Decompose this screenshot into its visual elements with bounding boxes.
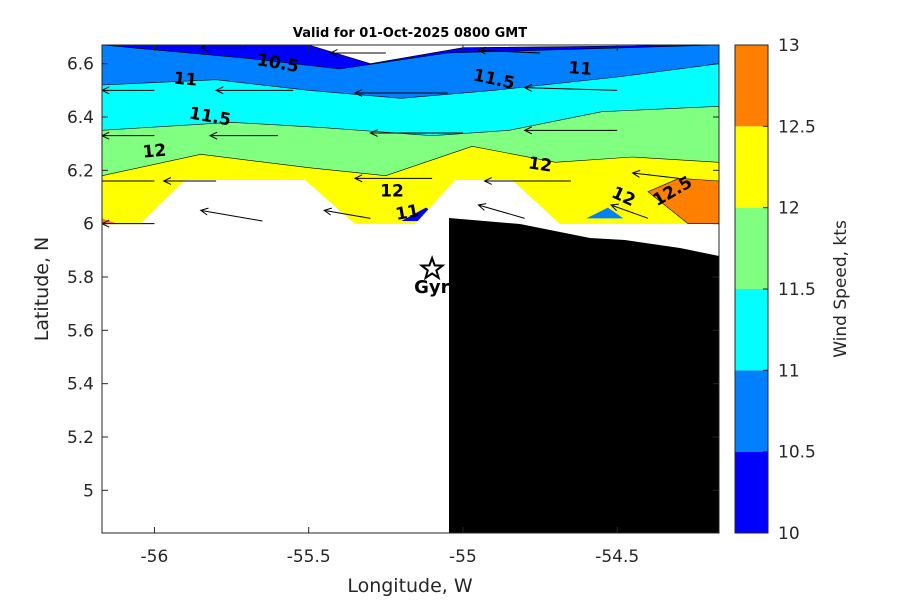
wind-arrow-9 <box>369 129 463 137</box>
contour-band-5 <box>647 177 719 224</box>
plot-frame <box>101 44 720 534</box>
y-axis-label: Latitude, N <box>31 237 53 342</box>
wind-arrow-4 <box>214 86 294 95</box>
contour-label-6: 12 <box>527 153 553 176</box>
wind-arrow-3 <box>102 86 155 95</box>
x-tick-label-1: -55.5 <box>287 547 331 567</box>
wind-arrow-7 <box>102 131 155 140</box>
colorbar-tick-label-3: 11.5 <box>778 280 816 300</box>
y-tick-label-3: 5.6 <box>67 321 94 341</box>
y-axis: 5 5.2 5.4 5.6 5.8 6 6.2 6.4 6.6 <box>67 55 719 501</box>
wind-arrow-8 <box>208 131 278 140</box>
y-tick-label-5: 6 <box>83 215 94 235</box>
wind-arrow-13 <box>353 174 433 183</box>
colorbar-tick-label-4: 12 <box>778 199 800 219</box>
station-label: Gyr <box>414 277 450 298</box>
colorbar-label: Wind Speed, kts <box>831 220 851 358</box>
colorbar-swatch-4 <box>735 126 768 208</box>
wind-arrow-5 <box>353 89 448 97</box>
contour-label-1: 11 <box>173 69 198 91</box>
station-marker: Gyr <box>414 255 450 298</box>
dark-region <box>449 218 719 533</box>
colorbar-tick-label-2: 11 <box>778 361 800 381</box>
contour-label-8: 11 <box>394 201 421 225</box>
contour-label-3: 12 <box>142 141 167 163</box>
colorbar-swatch-5 <box>735 45 768 127</box>
wind-arrow-16 <box>102 219 155 228</box>
y-tick-label-8: 6.6 <box>67 55 94 75</box>
wind-arrow-12 <box>162 177 217 185</box>
wind-arrow-14 <box>483 177 571 185</box>
wind-arrow-2 <box>477 46 541 55</box>
colorbar-swatch-1 <box>735 370 768 452</box>
star-icon <box>418 255 446 281</box>
colorbar-swatch-2 <box>735 289 768 371</box>
colorbar: 10 10.5 11 11.5 12 12.5 13 <box>734 36 816 544</box>
colorbar-swatch-0 <box>735 451 768 533</box>
contour-label-7: 12 <box>380 182 404 202</box>
y-tick-label-1: 5.2 <box>67 428 94 448</box>
x-tick-label-2: -55 <box>449 547 477 567</box>
x-tick-label-0: -56 <box>141 547 169 567</box>
wind-arrow-10 <box>523 126 618 135</box>
contour-label-5: 11 <box>568 58 593 80</box>
colorbar-tick-label-0: 10 <box>778 524 800 544</box>
wind-arrow-17 <box>199 207 263 222</box>
y-tick-label-7: 6.4 <box>67 108 94 128</box>
x-axis: -56 -55.5 -55 -54.5 <box>141 45 639 567</box>
wind-arrows <box>102 45 679 228</box>
contour-patch-east <box>586 207 624 219</box>
wind-arrow-20 <box>609 203 649 219</box>
wind-arrow-11 <box>102 180 155 182</box>
y-tick-label-2: 5.4 <box>67 375 94 395</box>
colorbar-tick-label-1: 10.5 <box>778 443 816 463</box>
colorbar-swatch-3 <box>735 207 768 289</box>
wind-arrow-19 <box>477 203 525 219</box>
y-tick-label-0: 5 <box>83 481 94 501</box>
y-tick-label-4: 5.8 <box>67 268 94 288</box>
colorbar-tick-label-6: 13 <box>778 36 800 56</box>
wind-arrow-15 <box>631 169 679 179</box>
x-axis-label: Longitude, W <box>347 575 473 597</box>
chart-title: Valid for 01-Oct-2025 0800 GMT <box>293 26 527 41</box>
x-tick-label-3: -54.5 <box>595 547 639 567</box>
y-tick-label-6: 6.2 <box>67 161 94 181</box>
colorbar-tick-label-5: 12.5 <box>778 117 816 137</box>
wind-arrow-18 <box>322 207 371 219</box>
wind-arrow-1 <box>329 49 386 57</box>
wind-arrow-6 <box>523 83 618 92</box>
